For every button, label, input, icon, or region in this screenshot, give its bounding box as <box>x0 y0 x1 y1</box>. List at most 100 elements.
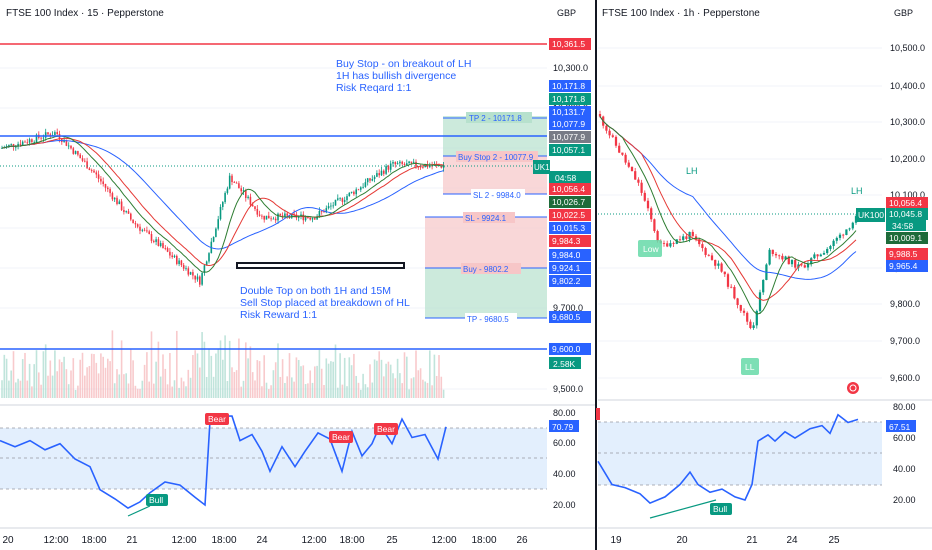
candle <box>162 243 164 249</box>
candle <box>164 248 167 249</box>
ll-tag: LL <box>741 358 759 375</box>
candle <box>256 208 259 215</box>
svg-text:Double Top on both 1H and 15M: Double Top on both 1H and 15M <box>240 285 391 297</box>
right-rsi-tick: 40.00 <box>893 464 916 474</box>
volume-bar <box>320 368 323 398</box>
volume-bar <box>164 368 167 398</box>
volume-bar <box>81 352 84 398</box>
candle <box>113 197 116 200</box>
candle <box>403 163 406 165</box>
volume-bar <box>424 381 427 398</box>
candle <box>166 248 169 252</box>
rsi-bull-tag: Bull <box>146 494 168 506</box>
candle <box>72 148 75 154</box>
volume-bar <box>189 377 192 398</box>
right-countdown: 34:58 <box>886 219 926 231</box>
volume-bar <box>162 354 164 398</box>
volume-bar <box>102 356 105 398</box>
left-rsi-band <box>0 428 547 489</box>
candle <box>171 255 174 258</box>
svg-text:70.79: 70.79 <box>552 422 574 432</box>
candle <box>109 189 111 194</box>
rsi-divergence-line <box>127 505 151 517</box>
left-time-axis[interactable]: 20 12:00 18:00 21 12:00 18:00 24 12:00 18:00 25 12… <box>2 535 528 546</box>
candle <box>228 175 231 189</box>
volume-bar <box>401 383 404 398</box>
right-rsi-value: 67.51 <box>886 420 916 432</box>
candle <box>320 211 323 212</box>
volume-bar <box>194 350 197 398</box>
candle <box>205 261 208 266</box>
buy-note: Buy Stop - on breakout of LH 1H has bull… <box>336 58 471 94</box>
volume-bar <box>14 382 17 398</box>
candle <box>630 166 634 172</box>
right-y-tick: 10,100.0 <box>890 190 925 200</box>
candle <box>104 184 107 188</box>
volume-bar <box>440 376 443 398</box>
volume-bar <box>77 385 79 398</box>
right-time-axis[interactable]: 19 20 21 24 25 <box>610 535 840 546</box>
double-top-box[interactable] <box>236 262 405 269</box>
volume-bar <box>31 386 33 398</box>
candle <box>730 286 733 288</box>
candle <box>235 182 238 184</box>
volume-bar <box>221 359 224 398</box>
candle <box>685 236 688 239</box>
volume-bar <box>274 362 277 398</box>
volume-bar <box>300 366 302 398</box>
candle <box>281 215 284 217</box>
left-time-tick: 12:00 <box>171 535 196 546</box>
volume-bar <box>346 386 348 398</box>
volume-bar <box>208 348 210 398</box>
left-y-tick: 9,700.0 <box>553 303 583 313</box>
sell-stop-profit-zone <box>425 268 547 318</box>
volume-bar <box>166 384 169 398</box>
candle <box>389 163 392 170</box>
volume-bar <box>33 364 36 398</box>
left-rsi-tick: 20.00 <box>553 500 576 510</box>
volume-bar <box>419 368 422 398</box>
candle <box>54 132 56 136</box>
right-chart[interactable]: FTSE 100 Index · 1h · Pepperstone GBP LH… <box>596 8 932 546</box>
volume-bar <box>178 387 180 398</box>
left-chart[interactable]: TP 2 - 10171.8 Buy Stop 2 - 10077.9 SL 2… <box>0 8 596 546</box>
volume-bar <box>380 359 383 398</box>
volume-bar <box>95 362 98 398</box>
right-price-labels: 10,056.410,045.8 10,009.1 9,988.5 9,965.4 <box>886 197 928 272</box>
candle <box>357 189 360 191</box>
level-labels: TP 2 - 10171.8 Buy Stop 2 - 10077.9 SL 2… <box>456 112 538 324</box>
volume-bar <box>159 376 162 398</box>
candle <box>309 217 312 220</box>
left-y-tick: 9,500.0 <box>553 384 583 394</box>
right-price-label: 10,056.4 <box>889 198 922 208</box>
left-time-tick: 12:00 <box>301 535 326 546</box>
volume-bar <box>318 349 321 398</box>
alert-icon[interactable] <box>847 382 859 394</box>
svg-text:67.51: 67.51 <box>889 422 911 432</box>
volume-bar <box>171 386 174 398</box>
volume-bar <box>428 350 431 398</box>
right-y-tick: 9,800.0 <box>890 299 920 309</box>
candle <box>67 145 70 147</box>
candle <box>704 248 707 255</box>
volume-bar <box>293 381 295 398</box>
candle <box>238 183 240 189</box>
volume-bar <box>270 385 272 398</box>
candle <box>152 240 155 242</box>
sell-note: Double Top on both 1H and 15M Sell Stop … <box>240 285 410 321</box>
volume-bar <box>148 381 151 398</box>
right-rsi-tick: 80.00 <box>893 402 916 412</box>
sl-label: SL - 9924.1 <box>465 214 507 223</box>
svg-text:Bull: Bull <box>713 504 727 514</box>
candle <box>723 271 726 275</box>
sell-stop-loss-zone <box>425 217 547 268</box>
right-time-tick: 21 <box>746 535 758 546</box>
candle <box>366 178 369 183</box>
candle <box>120 201 123 211</box>
candle <box>293 213 295 215</box>
candle <box>339 198 341 200</box>
volume-bar <box>244 342 247 398</box>
candle <box>21 141 24 146</box>
candle <box>279 213 282 216</box>
low-tag: Low <box>638 240 662 257</box>
